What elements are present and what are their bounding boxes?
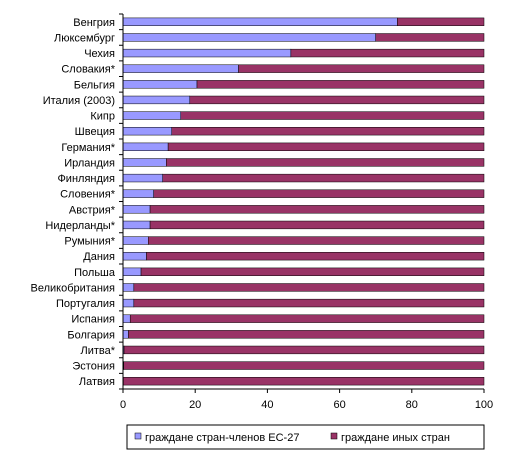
category-label: Литва* bbox=[80, 345, 115, 357]
bar-segment-other bbox=[153, 189, 485, 198]
category-label: Австрия* bbox=[69, 204, 116, 216]
legend-label: граждане иных стран bbox=[341, 432, 450, 444]
legend-label: граждане стран-членов ЕС-27 bbox=[145, 432, 299, 444]
category-label: Словакия* bbox=[61, 64, 115, 76]
x-tick-label: 100 bbox=[475, 399, 493, 411]
category-label: Финляндия bbox=[57, 173, 115, 185]
bar-segment-eu27 bbox=[122, 314, 131, 323]
bar-segment-other bbox=[238, 64, 485, 73]
bar-segment-other bbox=[148, 236, 485, 245]
bar-segment-other bbox=[180, 111, 485, 120]
bar-segment-other bbox=[123, 377, 485, 386]
bar-segment-eu27 bbox=[122, 252, 147, 261]
bar-segment-other bbox=[123, 345, 485, 355]
bar-segment-eu27 bbox=[122, 111, 182, 120]
bar-segment-other bbox=[166, 158, 485, 167]
bar-segment-other bbox=[162, 173, 485, 183]
bar-segment-eu27 bbox=[122, 142, 169, 151]
category-label: Германия* bbox=[61, 142, 115, 154]
bar-segment-eu27 bbox=[122, 17, 398, 26]
bar-segment-eu27 bbox=[122, 298, 135, 308]
category-label: Люксембург bbox=[54, 32, 115, 44]
x-tick-label: 40 bbox=[261, 399, 273, 411]
bar-segment-eu27 bbox=[122, 267, 142, 276]
bar-segment-eu27 bbox=[122, 158, 167, 167]
category-label: Латвия bbox=[79, 376, 115, 388]
bar-segment-other bbox=[133, 298, 485, 308]
bar-segment-eu27 bbox=[122, 330, 129, 339]
bar-segment-other bbox=[167, 142, 485, 151]
bar-segment-other bbox=[123, 361, 485, 370]
category-label: Чехия bbox=[84, 48, 115, 60]
legend-swatch bbox=[330, 432, 338, 440]
bar-segment-eu27 bbox=[122, 220, 151, 230]
bar-segment-other bbox=[397, 17, 485, 26]
bar-segment-eu27 bbox=[122, 80, 198, 89]
category-label: Ирландия bbox=[64, 157, 115, 169]
bar-segment-other bbox=[375, 33, 485, 42]
category-label: Нидерланды* bbox=[45, 220, 115, 232]
bar-segment-eu27 bbox=[122, 33, 376, 42]
bar-segment-eu27 bbox=[122, 173, 163, 183]
category-label: Словения* bbox=[60, 189, 116, 201]
category-label: Дания bbox=[83, 251, 115, 263]
bar-segment-other bbox=[128, 330, 485, 339]
bar-segment-eu27 bbox=[122, 127, 172, 136]
bar-segment-other bbox=[290, 48, 485, 58]
bar-segment-other bbox=[140, 267, 485, 276]
category-label: Бельгия bbox=[74, 79, 115, 91]
bar-segment-eu27 bbox=[122, 95, 191, 105]
bar-segment-eu27 bbox=[122, 48, 292, 58]
bar-segment-other bbox=[133, 283, 485, 292]
bar-segment-eu27 bbox=[122, 236, 149, 245]
category-label: Польша bbox=[74, 267, 116, 279]
category-label: Кипр bbox=[90, 111, 115, 123]
bar-segment-other bbox=[196, 80, 485, 89]
category-label: Португалия bbox=[56, 298, 115, 310]
category-label: Великобритания bbox=[31, 282, 116, 294]
category-label: Италия (2003) bbox=[43, 95, 115, 107]
bar-segment-other bbox=[171, 127, 485, 136]
bar-segment-eu27 bbox=[122, 64, 239, 73]
category-label: Венгрия bbox=[73, 17, 115, 29]
bar-segment-eu27 bbox=[122, 205, 151, 214]
bar-segment-other bbox=[129, 314, 485, 323]
category-label: Румыния* bbox=[64, 236, 115, 248]
category-label: Болгария bbox=[67, 329, 115, 341]
x-tick-label: 60 bbox=[333, 399, 345, 411]
category-label: Швеция bbox=[75, 126, 115, 138]
legend-box bbox=[126, 424, 485, 450]
x-tick-label: 20 bbox=[189, 399, 201, 411]
bar-segment-other bbox=[189, 95, 485, 105]
category-label: Эстония bbox=[72, 361, 115, 373]
bar-segment-other bbox=[146, 252, 485, 261]
legend: граждане стран-членов ЕС-27 граждане иных… bbox=[126, 424, 485, 450]
x-tick-label: 0 bbox=[120, 399, 126, 411]
plot-area: Венгрия Люксембург Чехия Словакия* Бельгия Ит… bbox=[31, 13, 493, 411]
bar-segment-eu27 bbox=[122, 283, 135, 292]
bar-segment-eu27 bbox=[122, 189, 154, 198]
category-label: Испания bbox=[71, 314, 115, 326]
legend-swatch bbox=[134, 432, 142, 440]
x-tick-label: 80 bbox=[406, 399, 418, 411]
bar-segment-other bbox=[149, 205, 485, 214]
bar-segment-other bbox=[149, 220, 485, 230]
